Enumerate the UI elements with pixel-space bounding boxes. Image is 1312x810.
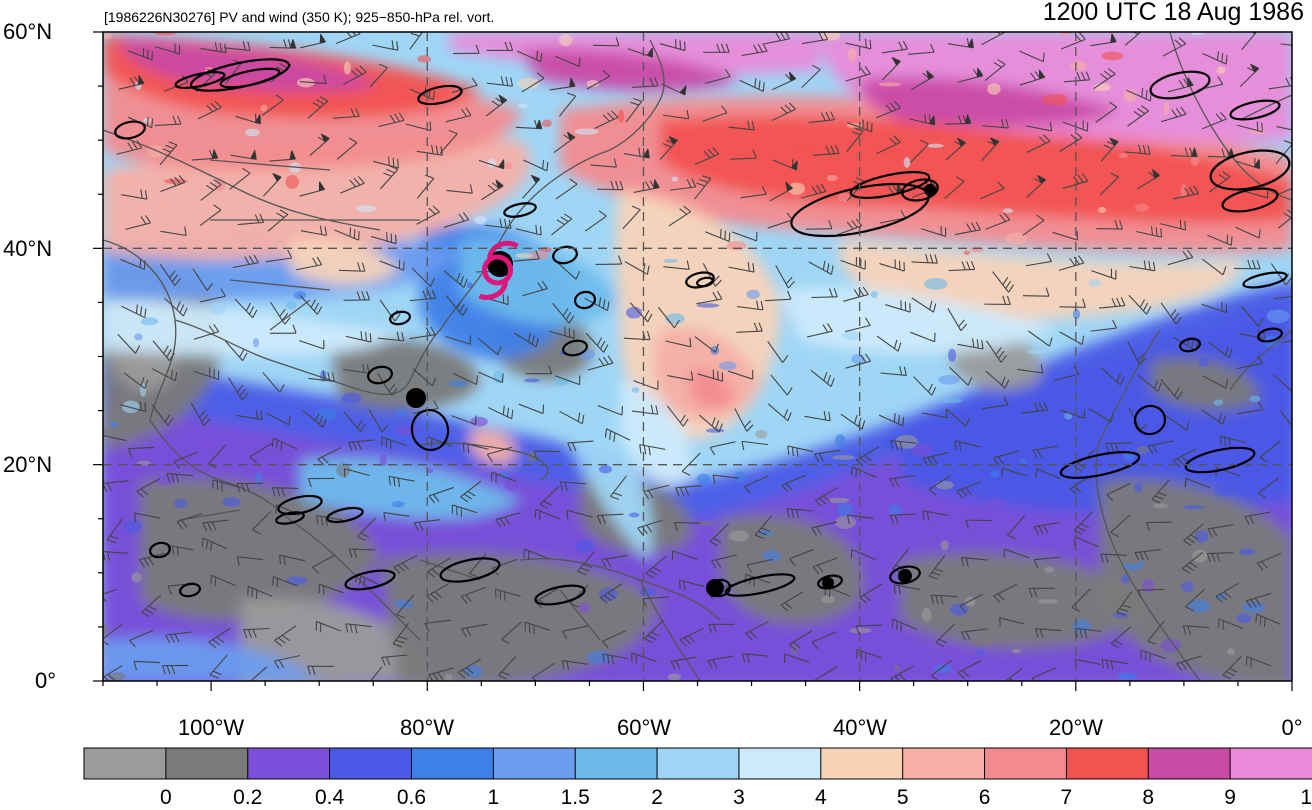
lon-label-40w: 40°W [832, 715, 888, 740]
colorbar-swatch [1065, 747, 1150, 780]
colorbar-swatch [247, 747, 331, 780]
colorbar-level-label: 6 [978, 786, 991, 809]
colorbar-level-label: 3 [733, 786, 745, 809]
colorbar-swatch [820, 747, 904, 780]
lon-label-80w: 80°W [399, 715, 455, 740]
storm-label: [1986226N30276] PV and wind (350 K); 925… [104, 9, 495, 25]
colorbar-level-label: 0.2 [233, 786, 263, 809]
colorbar-swatch [1147, 747, 1232, 780]
graticule [103, 32, 1292, 681]
storm-symbol [478, 240, 519, 300]
colorbar-swatch [738, 747, 822, 780]
colorbar-level-label: 9 [1224, 786, 1236, 809]
colorbar-level-label: 0 [160, 786, 172, 809]
colorbar-level-label: 0.6 [396, 786, 427, 809]
colorbar-level-label: 2 [651, 786, 663, 809]
colorbar-swatch [329, 747, 413, 780]
lat-label-60n: 60°N [3, 19, 53, 44]
colorbar-swatch [1229, 747, 1312, 780]
colorbar-level-label: 8 [1142, 786, 1155, 809]
colorbar-swatch [984, 747, 1068, 780]
colorbar-level-label: 7 [1060, 786, 1073, 809]
colorbar-swatch [492, 747, 577, 780]
lon-label-100w: 100°W [177, 715, 245, 740]
colorbar-swatch [410, 747, 495, 780]
colorbar-swatch [902, 747, 986, 780]
colorbar-level-label: 1 [487, 786, 500, 809]
colorbar-swatch [656, 747, 740, 780]
colorbar [83, 747, 1312, 780]
pv-field [103, 32, 1292, 681]
colorbar-level-label: 0.4 [314, 786, 345, 809]
axis-ticks [93, 31, 1293, 691]
lon-label-60w: 60°W [616, 715, 672, 740]
lon-label-20w: 20°W [1048, 715, 1104, 740]
colorbar-level-label: 1.5 [560, 786, 590, 809]
colorbar-swatch [574, 747, 659, 780]
lon-label-0: 0° [1281, 715, 1303, 740]
lat-label-0: 0° [35, 668, 57, 693]
colorbar-swatch [83, 747, 167, 780]
valid-time: 1200 UTC 18 Aug 1986 [1042, 0, 1304, 26]
colorbar-level-label: 4 [814, 786, 827, 809]
colorbar-swatch [165, 747, 249, 780]
coastlines [103, 32, 1292, 681]
lat-label-40n: 40°N [3, 236, 53, 261]
colorbar-level-label: 10 [1300, 786, 1312, 809]
lat-label-20n: 20°N [3, 452, 53, 477]
colorbar-level-label: 5 [896, 786, 909, 809]
